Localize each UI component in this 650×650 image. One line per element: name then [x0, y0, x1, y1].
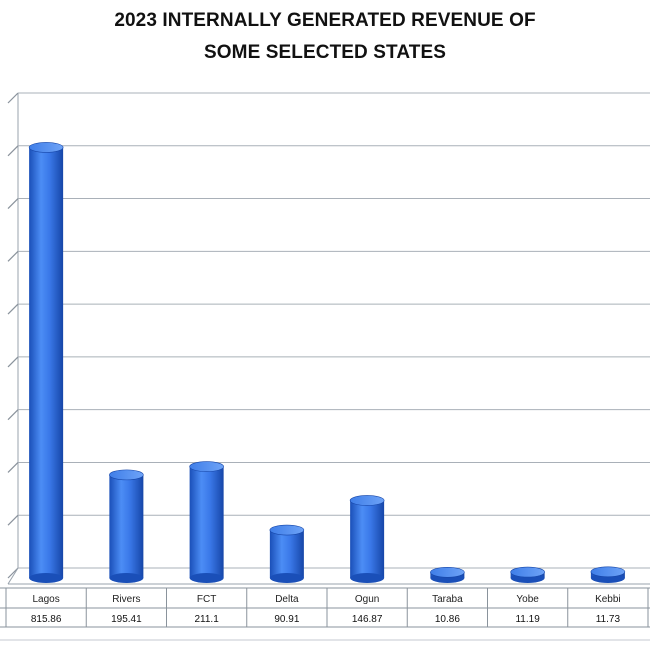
bar-top — [590, 566, 626, 578]
bar-yobe — [510, 566, 545, 583]
bar-top — [510, 566, 545, 578]
gridlines — [7, 92, 650, 585]
bar-delta — [269, 524, 305, 583]
bar-ogun — [349, 495, 385, 583]
bar-base — [109, 573, 144, 583]
bar-top — [349, 495, 385, 506]
category-label: Lagos — [33, 594, 60, 605]
floor-side-edge — [7, 567, 19, 585]
category-label: Taraba — [432, 594, 463, 605]
bar-base — [29, 573, 64, 583]
bar-top — [109, 469, 144, 481]
axis-tick — [7, 303, 19, 315]
bar-lagos — [28, 142, 64, 583]
axis-tick — [7, 92, 19, 104]
bar-top — [189, 461, 224, 472]
category-label: Kebbi — [595, 594, 621, 605]
chart-title-line-2: SOME SELECTED STATES — [204, 42, 446, 63]
bar-taraba — [430, 566, 465, 583]
value-label: 90.91 — [274, 614, 299, 625]
value-label: 211.1 — [194, 614, 219, 625]
axis-tick — [7, 514, 19, 526]
value-label: 146.87 — [352, 614, 383, 625]
bar-body — [109, 474, 144, 578]
axis-tick — [7, 567, 19, 579]
value-label: 10.86 — [435, 614, 460, 625]
bar-top — [28, 142, 64, 153]
bar-body — [29, 147, 64, 578]
value-label: 11.19 — [515, 614, 540, 625]
axis-tick — [7, 409, 19, 421]
bar-base — [350, 573, 385, 583]
category-label: Delta — [275, 594, 299, 605]
value-label: 195.41 — [111, 614, 142, 625]
bar-kebbi — [590, 566, 626, 583]
bars — [28, 142, 626, 583]
value-label: 815.86 — [31, 614, 62, 625]
bar-body — [350, 500, 385, 578]
bar-body — [269, 530, 304, 578]
chart-title-line-1: 2023 INTERNALLY GENERATED REVENUE OF — [114, 10, 536, 31]
data-table: Lagos 815.86 Rivers 195.41 FCT 211.1 Delta 90.9… — [0, 587, 650, 641]
bar-top — [430, 566, 465, 578]
bar-top — [269, 524, 305, 536]
axis-tick — [7, 145, 19, 157]
axis-tick — [7, 356, 19, 368]
category-label: FCT — [197, 594, 216, 605]
category-label: Ogun — [355, 594, 379, 605]
value-label: 11.73 — [596, 614, 621, 625]
bar-fct — [189, 461, 224, 583]
bar-base — [189, 573, 224, 583]
axis-tick — [7, 250, 19, 262]
category-label: Rivers — [112, 594, 140, 605]
bar-base — [269, 573, 304, 583]
bar-body — [189, 466, 224, 578]
bar-rivers — [109, 469, 144, 583]
category-label: Yobe — [516, 594, 539, 605]
axis-tick — [7, 198, 19, 209]
axis-tick — [7, 462, 19, 473]
